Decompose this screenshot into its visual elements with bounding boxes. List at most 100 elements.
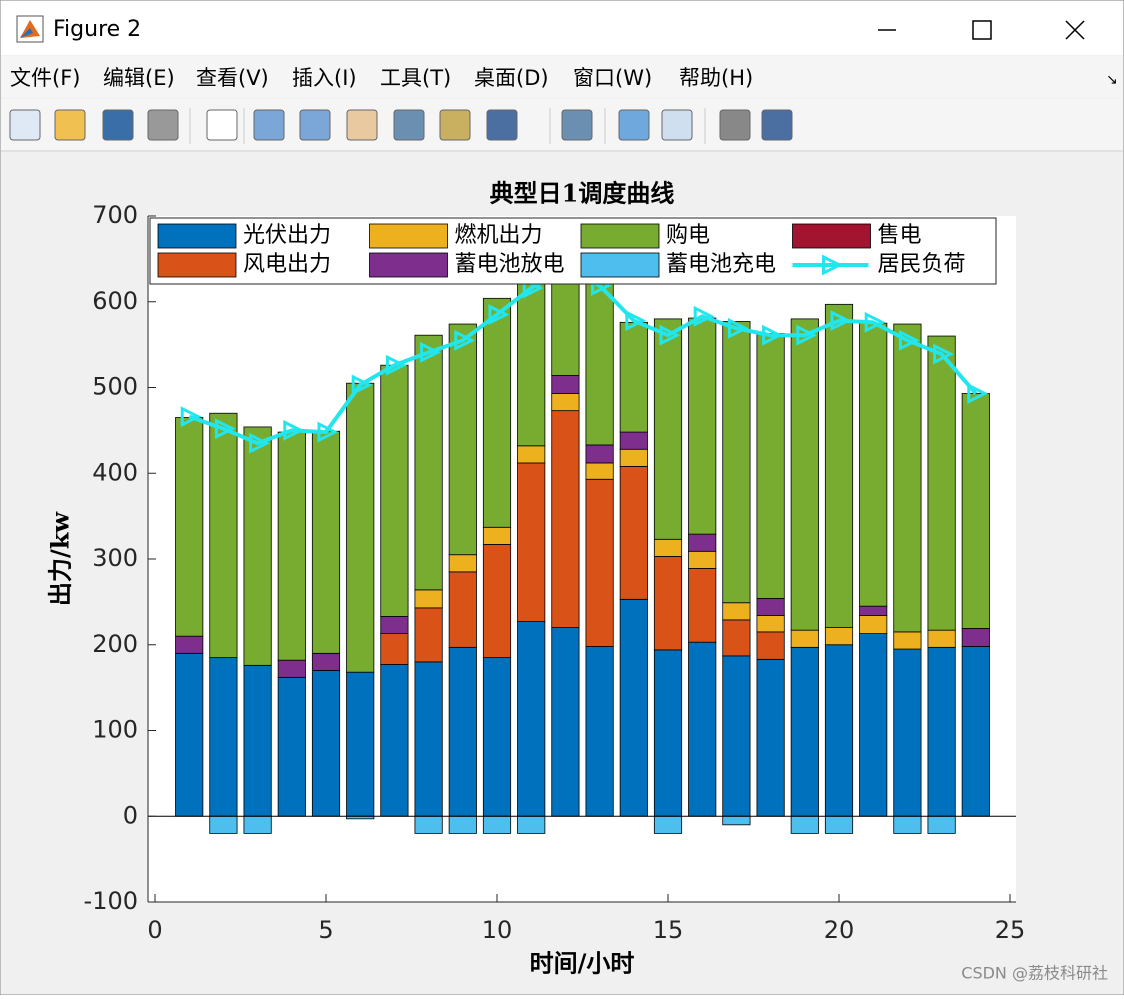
load-marker bbox=[420, 341, 441, 363]
toolbar-icons bbox=[9, 108, 793, 144]
y-tick-label: 300 bbox=[92, 544, 138, 572]
bar-segment bbox=[824, 627, 854, 646]
bar-segment bbox=[893, 631, 922, 650]
bar-segment bbox=[517, 462, 546, 622]
chart-title: 典型日1调度曲线 bbox=[490, 179, 675, 208]
bar-segment bbox=[414, 334, 443, 591]
toolbar-button[interactable] bbox=[102, 109, 134, 141]
bar-segment bbox=[653, 538, 683, 557]
bar-segment bbox=[175, 635, 204, 654]
load-marker bbox=[762, 324, 783, 346]
bar-segment bbox=[482, 657, 512, 817]
bar-segment bbox=[688, 568, 717, 643]
bar-segment bbox=[277, 431, 306, 661]
load-marker bbox=[693, 305, 715, 327]
bar-segment bbox=[585, 646, 614, 817]
bar-segment bbox=[961, 646, 990, 817]
bar-segment bbox=[824, 644, 854, 817]
load-marker bbox=[351, 374, 373, 396]
toolbar-button[interactable] bbox=[346, 109, 378, 141]
bar-segment bbox=[927, 815, 956, 834]
bar-segment bbox=[722, 815, 751, 826]
title-bar bbox=[1, 1, 1123, 55]
toolbar-button[interactable] bbox=[561, 109, 593, 141]
bar-segment bbox=[961, 628, 990, 647]
y-tick-label: 400 bbox=[92, 458, 138, 486]
bar-segment bbox=[311, 430, 341, 654]
load-marker bbox=[180, 406, 202, 428]
bar-segment bbox=[380, 664, 409, 817]
bar-segment bbox=[790, 815, 819, 834]
bar-segment bbox=[448, 815, 477, 834]
bar-segment bbox=[859, 615, 888, 635]
bar-segment bbox=[243, 426, 272, 666]
toolbar-button[interactable] bbox=[253, 109, 285, 141]
bar-segment bbox=[619, 598, 648, 817]
toolbar-button[interactable] bbox=[54, 109, 86, 141]
bar-segment bbox=[551, 393, 580, 412]
bar-segment bbox=[653, 649, 683, 817]
toolbar-button[interactable] bbox=[661, 109, 693, 141]
close-button[interactable] bbox=[1065, 20, 1085, 40]
bar-segment bbox=[380, 364, 409, 617]
toolbar-button[interactable] bbox=[299, 109, 331, 141]
menu-item[interactable]: 编辑(E) bbox=[103, 66, 175, 90]
maximize-button[interactable] bbox=[972, 20, 992, 40]
menu-item[interactable]: 查看(V) bbox=[196, 66, 269, 90]
menu-item[interactable]: 帮助(H) bbox=[679, 66, 753, 90]
bar-segment bbox=[277, 676, 306, 817]
load-marker bbox=[488, 304, 510, 326]
bar-segment bbox=[859, 605, 888, 616]
bar-segment bbox=[209, 412, 238, 659]
load-marker bbox=[796, 324, 818, 346]
toolbar-button[interactable] bbox=[206, 109, 238, 141]
menu-bar bbox=[1, 56, 1123, 98]
bar-segment bbox=[551, 375, 580, 394]
x-tick-label: 15 bbox=[653, 916, 684, 944]
toolbar-button[interactable] bbox=[719, 109, 751, 141]
bar-segment bbox=[859, 633, 888, 817]
bar-segment bbox=[585, 275, 614, 446]
bar-segment bbox=[277, 659, 306, 678]
toolbar-button[interactable] bbox=[439, 109, 471, 141]
load-marker bbox=[385, 354, 407, 376]
load-marker bbox=[933, 343, 954, 365]
bar-segment bbox=[756, 598, 785, 616]
load-marker bbox=[830, 310, 852, 332]
load-marker bbox=[214, 418, 236, 440]
legend-label: 蓄电池充电 bbox=[666, 252, 776, 277]
legend-label: 燃机出力 bbox=[455, 223, 543, 248]
bar-segment bbox=[653, 815, 683, 834]
toolbar-button[interactable] bbox=[147, 109, 179, 141]
menu-item[interactable]: 插入(I) bbox=[292, 66, 357, 90]
menu-item[interactable]: 文件(F) bbox=[10, 66, 80, 90]
bar-segment bbox=[927, 646, 956, 817]
toolbar-button[interactable] bbox=[486, 109, 518, 141]
bar-segment bbox=[209, 657, 238, 817]
bar-segment bbox=[619, 465, 648, 600]
menu-item[interactable]: 工具(T) bbox=[380, 66, 451, 90]
app-icon bbox=[16, 15, 44, 43]
bar-segment bbox=[756, 333, 785, 599]
load-marker bbox=[864, 311, 886, 333]
bar-segment bbox=[448, 554, 477, 573]
legend-swatch bbox=[580, 252, 660, 278]
menu-item[interactable]: 桌面(D) bbox=[474, 66, 549, 90]
menu-arrow[interactable]: ↘ bbox=[1106, 72, 1118, 88]
bar-segment bbox=[756, 631, 785, 660]
toolbar-button[interactable] bbox=[9, 109, 41, 141]
toolbar-button[interactable] bbox=[618, 109, 650, 141]
bar-segment bbox=[824, 815, 854, 834]
x-tick-label: 10 bbox=[482, 916, 513, 944]
legend-label: 蓄电池放电 bbox=[455, 252, 565, 277]
bar-segment bbox=[927, 629, 956, 648]
menu: 文件(F) 编辑(E) 查看(V) 插入(I) 工具(T) 桌面(D) 窗口(W) 帮助(H) bbox=[10, 66, 753, 90]
bar-segment bbox=[482, 526, 512, 545]
menu-item[interactable]: 窗口(W) bbox=[573, 66, 652, 90]
toolbar-button[interactable] bbox=[761, 109, 793, 141]
load-marker bbox=[317, 421, 339, 443]
toolbar-button[interactable] bbox=[393, 109, 425, 141]
x-tick-label: 25 bbox=[995, 916, 1026, 944]
bar-segment bbox=[482, 815, 512, 834]
